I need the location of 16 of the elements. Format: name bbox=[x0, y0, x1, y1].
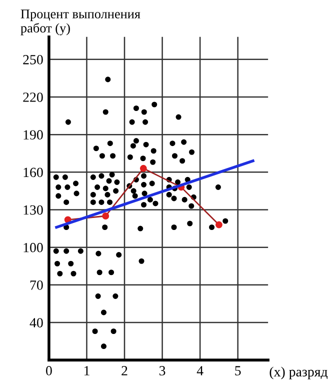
x-tick-label: 4 bbox=[196, 366, 204, 376]
x-tick-label: 3 bbox=[159, 366, 166, 376]
y-tick-label: 70 bbox=[30, 280, 43, 290]
y-tick-label: 40 bbox=[30, 318, 43, 328]
x-tick-label: 0 bbox=[46, 366, 52, 376]
x-tick-label: 5 bbox=[235, 366, 241, 376]
x-tick-label: 1 bbox=[84, 366, 90, 376]
x-axis-title: (x) разряд bbox=[270, 366, 328, 380]
y-tick-label: 130 bbox=[24, 205, 43, 215]
y-tick-label: 220 bbox=[23, 92, 43, 102]
y-tick-label: 160 bbox=[24, 168, 43, 178]
y-axis-title: Процент выполнения работ (y) bbox=[20, 10, 140, 36]
y-tick-label: 100 bbox=[24, 242, 43, 252]
x-tick-label: 2 bbox=[122, 366, 128, 376]
y-tick-label: 190 bbox=[24, 130, 43, 140]
y-tick-label: 250 bbox=[23, 54, 43, 64]
